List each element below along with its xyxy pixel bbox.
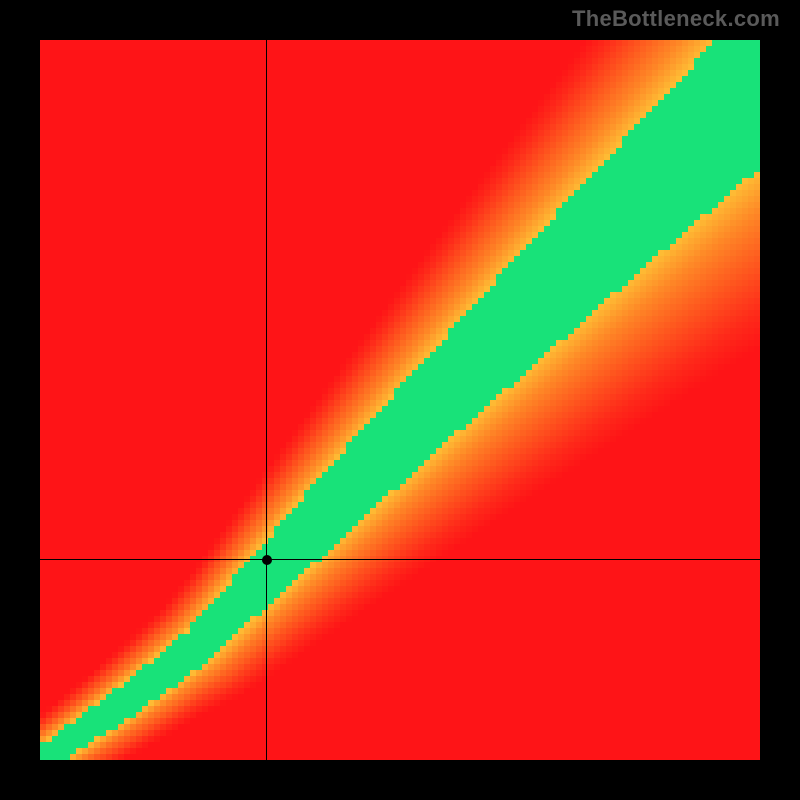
crosshair-horizontal bbox=[40, 559, 760, 560]
bottleneck-heatmap bbox=[40, 40, 760, 760]
crosshair-vertical bbox=[266, 40, 267, 760]
watermark-text: TheBottleneck.com bbox=[572, 6, 780, 32]
chart-frame: TheBottleneck.com bbox=[0, 0, 800, 800]
crosshair-dot bbox=[262, 555, 272, 565]
